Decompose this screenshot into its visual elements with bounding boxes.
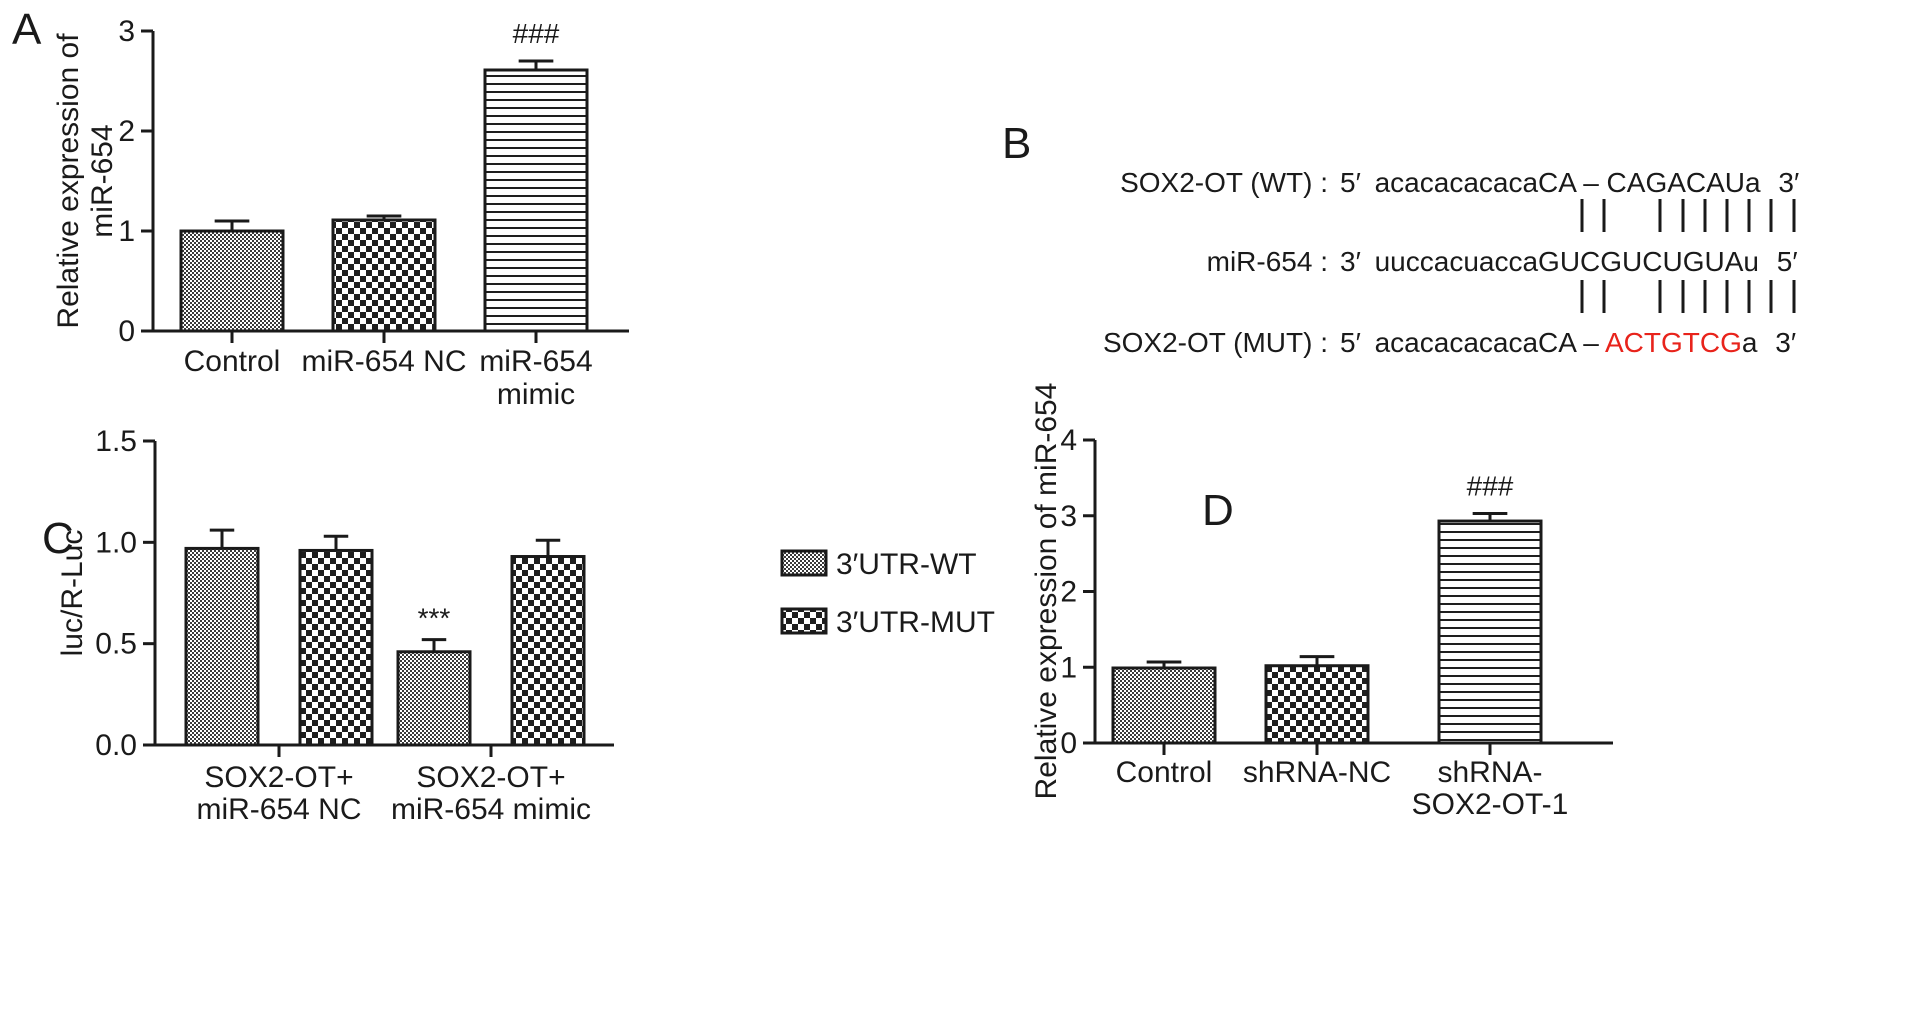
chart-a-bar — [483, 68, 589, 333]
chart-c-y-axis-label: luc/R-Luc — [56, 530, 89, 657]
seq-mir-tail: u — [1743, 246, 1759, 277]
chart-c-category-label: SOX2-OT+ — [416, 761, 565, 794]
chart-d-bar — [1264, 664, 1370, 745]
seq-row-mut: 5′ acacacacacaCA – ACTGTCGa 3′ — [1340, 327, 1796, 358]
chart-a-bar — [179, 229, 285, 333]
chart-a-significance-label: ### — [513, 18, 560, 49]
seq-row-wt-label: SOX2-OT (WT) : — [1120, 167, 1328, 198]
chart-d-bar — [1437, 519, 1543, 745]
chart-c-bar — [510, 555, 586, 747]
seq-mut-prime5: 5′ — [1340, 327, 1361, 358]
chart-c-y-tick-label: 0.5 — [95, 628, 137, 661]
chart-c-y-tick-label: 1.5 — [95, 425, 137, 458]
chart-d-category-label: SOX2-OT-1 — [1412, 788, 1569, 821]
seq-mut-lower: acacacacaca — [1375, 327, 1539, 358]
chart-a-category-label: miR-654 — [479, 345, 592, 378]
chart-a-y-axis-label: Relative expression of — [52, 33, 85, 329]
seq-row-wt: 5′ acacacacacaCA – CAGACAUa 3′ — [1340, 167, 1799, 198]
base-pair-lines-top — [1580, 199, 1796, 232]
chart-d-y-axis-label: Relative expression of miR-654 — [1030, 383, 1063, 800]
legend-label: 3′UTR-WT — [836, 548, 977, 581]
chart-c-bar — [184, 546, 260, 747]
chart-c-bar — [298, 548, 374, 747]
sequence-alignment: SOX2-OT (WT) : 5′ acacacacacaCA – CAGACA… — [1103, 167, 1799, 358]
chart-d-y-tick-label: 2 — [1060, 576, 1077, 609]
panel-label-c: C — [42, 514, 74, 563]
seq-mut-dash: – — [1583, 327, 1599, 358]
chart-a-y-tick-label: 1 — [118, 215, 135, 248]
chart-d-y-tick-label: 1 — [1060, 651, 1077, 684]
seq-wt-seed1: CA — [1538, 167, 1577, 198]
chart-a-bar — [331, 218, 437, 333]
seq-wt-prime3: 3′ — [1778, 167, 1799, 198]
chart-d-y-tick-label: 4 — [1060, 424, 1077, 457]
chart-a-category-label: miR-654 NC — [301, 345, 466, 378]
chart-d-category-label: shRNA-NC — [1243, 756, 1391, 789]
chart-c-significance-label: *** — [418, 603, 451, 634]
chart-d-y-tick-label: 3 — [1060, 500, 1077, 533]
chart-d-category-label: Control — [1116, 756, 1213, 789]
seq-mir-lower: uuccacuacca — [1375, 246, 1539, 277]
chart-a-y-tick-label: 3 — [118, 15, 135, 48]
panel-label-d: D — [1202, 486, 1234, 535]
seq-wt-seed2: CAGACAU — [1607, 167, 1745, 198]
chart-d-bar — [1111, 666, 1217, 745]
chart-d-y-tick-label: 0 — [1060, 727, 1077, 760]
seq-wt-lower: acacacacaca — [1375, 167, 1539, 198]
seq-mut-seed2: ACTGTCG — [1605, 327, 1742, 358]
seq-mut-seed1: CA — [1538, 327, 1577, 358]
chart-c-y-tick-label: 1.0 — [95, 526, 137, 559]
seq-row-mir-label: miR-654 : — [1207, 246, 1328, 277]
seq-row-mir: 3′ uuccacuaccaGUCGUCUGUAu 5′ — [1340, 246, 1798, 277]
legend-swatch — [780, 549, 828, 577]
chart-c-y-tick-label: 0.0 — [95, 729, 137, 762]
panel-label-b: B — [1002, 119, 1031, 168]
seq-wt-prime5: 5′ — [1340, 167, 1361, 198]
seq-wt-tail: a — [1745, 167, 1761, 198]
seq-row-mut-label: SOX2-OT (MUT) : — [1103, 327, 1328, 358]
seq-mut-prime3: 3′ — [1775, 327, 1796, 358]
chart-a-y-tick-label: 2 — [118, 115, 135, 148]
chart-c-bar — [396, 650, 472, 747]
panel-label-a: A — [12, 5, 42, 54]
chart-a-category-label: Control — [184, 345, 281, 378]
seq-mir-prime3: 5′ — [1777, 246, 1798, 277]
chart-c-category-label: miR-654 NC — [196, 793, 361, 826]
chart-c-category-label: SOX2-OT+ — [204, 761, 353, 794]
legend-label: 3′UTR-MUT — [836, 606, 995, 639]
seq-mir-prime5: 3′ — [1340, 246, 1361, 277]
chart-c-category-label: miR-654 mimic — [391, 793, 591, 826]
seq-mut-tail: a — [1742, 327, 1758, 358]
chart-a-y-tick-label: 0 — [118, 315, 135, 348]
chart-a-y-axis-label: miR-654 — [86, 124, 119, 237]
seq-wt-dash: – — [1583, 167, 1599, 198]
legend-swatch — [780, 607, 828, 635]
chart-d-significance-label: ### — [1467, 470, 1514, 501]
chart-a-category-label: mimic — [497, 378, 575, 411]
legend-c: 3′UTR-WT 3′UTR-MUT — [780, 548, 995, 639]
seq-mir-seed1: GUCGUCUGUA — [1538, 246, 1744, 277]
base-pair-lines-bottom — [1580, 280, 1796, 313]
chart-d-category-label: shRNA- — [1437, 756, 1542, 789]
